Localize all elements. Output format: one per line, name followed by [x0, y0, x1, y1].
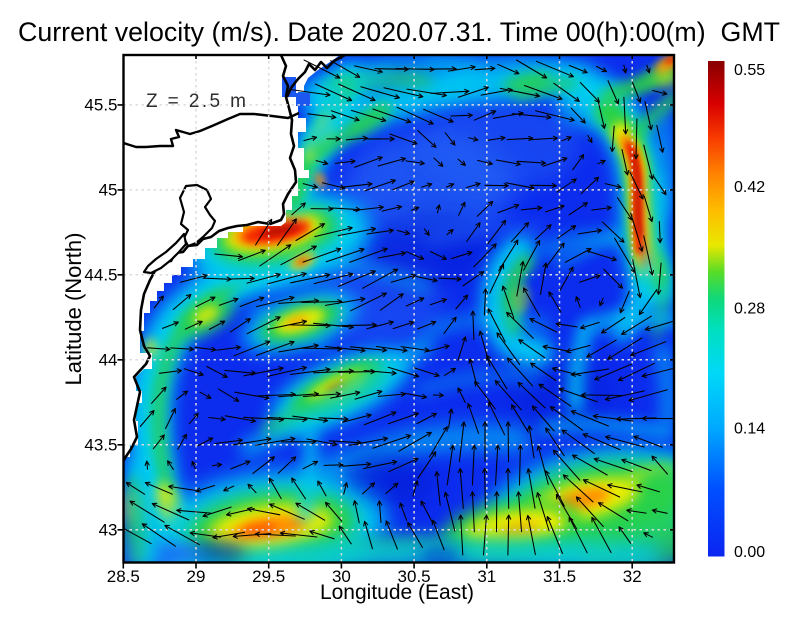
svg-text:0.00: 0.00 — [734, 544, 765, 561]
svg-text:Latitude (North): Latitude (North) — [61, 233, 86, 386]
svg-text:31: 31 — [477, 567, 496, 586]
svg-text:43: 43 — [99, 521, 118, 540]
svg-text:Longitude (East): Longitude (East) — [320, 581, 474, 604]
svg-text:29.5: 29.5 — [252, 567, 285, 586]
svg-text:0.28: 0.28 — [734, 300, 765, 317]
svg-text:31.5: 31.5 — [543, 567, 576, 586]
svg-text:32: 32 — [623, 567, 642, 586]
svg-text:45.5: 45.5 — [84, 96, 117, 115]
svg-text:0.14: 0.14 — [734, 420, 765, 437]
svg-text:45: 45 — [99, 181, 118, 200]
svg-text:43.5: 43.5 — [84, 436, 117, 455]
svg-text:28.5: 28.5 — [107, 567, 140, 586]
svg-text:Current velocity (m/s). Date 2: Current velocity (m/s). Date 2020.07.31.… — [18, 17, 780, 47]
svg-text:30.5: 30.5 — [398, 567, 431, 586]
svg-text:0.42: 0.42 — [734, 179, 765, 196]
svg-text:44: 44 — [99, 351, 118, 370]
svg-text:0.55: 0.55 — [734, 62, 765, 79]
svg-text:29: 29 — [187, 567, 206, 586]
svg-text:44.5: 44.5 — [84, 266, 117, 285]
svg-text:30: 30 — [332, 567, 351, 586]
svg-text:Z = 2.5 m: Z = 2.5 m — [146, 91, 248, 112]
